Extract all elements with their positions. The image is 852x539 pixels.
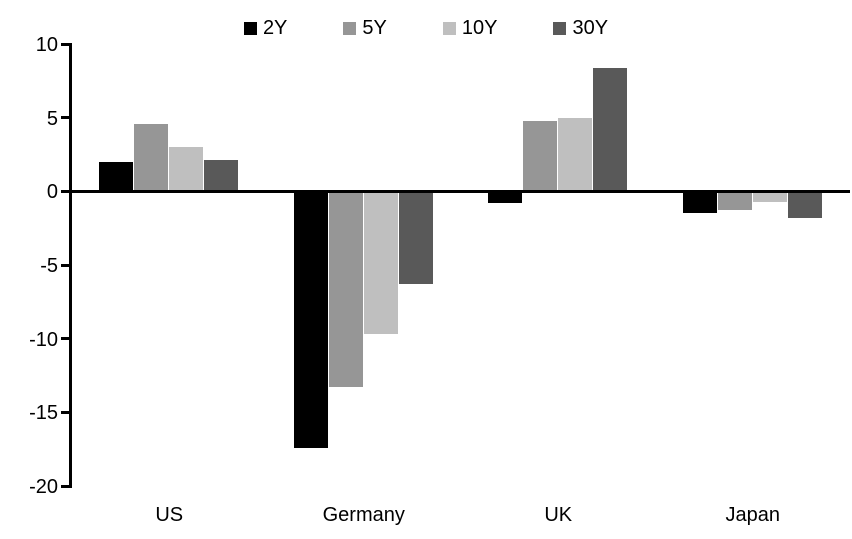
legend-swatch-10y-icon xyxy=(442,21,456,35)
bar-uk-10y xyxy=(558,117,593,192)
y-tick-label-0: 0 xyxy=(46,181,58,204)
legend-label-10y: 10Y xyxy=(461,17,498,39)
plot-area: 10 5 0 -5 -10 -15 -20 xyxy=(29,34,850,498)
legend-item-5y: 5Y xyxy=(343,17,387,39)
x-label-uk: UK xyxy=(544,504,573,526)
y-tick--5 xyxy=(61,263,72,267)
legend-swatch-2y-icon xyxy=(243,21,257,35)
bar-uk-5y xyxy=(523,120,558,192)
y-tick--20 xyxy=(61,484,72,488)
y-tick-label--15: -15 xyxy=(29,402,58,425)
x-axis-zero-line xyxy=(69,189,850,193)
x-label-japan: Japan xyxy=(725,504,781,526)
bar-us-5y xyxy=(134,123,169,192)
bar-japan-30y xyxy=(787,191,822,218)
bar-germany-2y xyxy=(293,191,328,448)
legend-label-5y: 5Y xyxy=(362,17,387,39)
legend-label-2y: 2Y xyxy=(262,17,288,39)
bar-uk-2y xyxy=(488,191,523,204)
y-tick-5 xyxy=(61,116,72,120)
bar-germany-5y xyxy=(328,191,363,388)
y-tick-0 xyxy=(61,189,72,193)
y-tick-label--5: -5 xyxy=(40,255,58,277)
bar-japan-2y xyxy=(682,191,717,214)
legend: 2Y 5Y 10Y 30Y xyxy=(0,18,852,38)
legend-label-30y: 30Y xyxy=(572,17,609,39)
bar-germany-30y xyxy=(398,191,433,285)
x-label-us: US xyxy=(155,504,184,526)
y-tick-label--20: -20 xyxy=(29,476,58,498)
legend-item-10y: 10Y xyxy=(442,17,498,39)
legend-item-30y: 30Y xyxy=(553,18,608,38)
legend-item-2y: 2Y xyxy=(243,17,288,39)
x-axis-labels: US Germany UK Japan xyxy=(72,503,850,527)
y-tick-label--10: -10 xyxy=(29,328,58,351)
bar-germany-10y xyxy=(363,191,398,335)
y-tick--10 xyxy=(61,337,72,341)
y-tick-10 xyxy=(61,42,72,46)
x-label-germany: Germany xyxy=(322,504,405,526)
y-tick--15 xyxy=(61,410,72,414)
y-tick-label-10: 10 xyxy=(35,34,58,56)
y-tick-label-5: 5 xyxy=(46,107,58,130)
bar-us-30y xyxy=(204,160,239,192)
bar-us-2y xyxy=(99,161,134,192)
bar-uk-30y xyxy=(593,67,628,192)
bar-japan-5y xyxy=(717,191,752,211)
legend-swatch-5y-icon xyxy=(343,21,357,35)
bar-us-10y xyxy=(169,147,204,192)
legend-swatch-30y-icon xyxy=(553,21,567,35)
bar-japan-10y xyxy=(752,191,787,202)
